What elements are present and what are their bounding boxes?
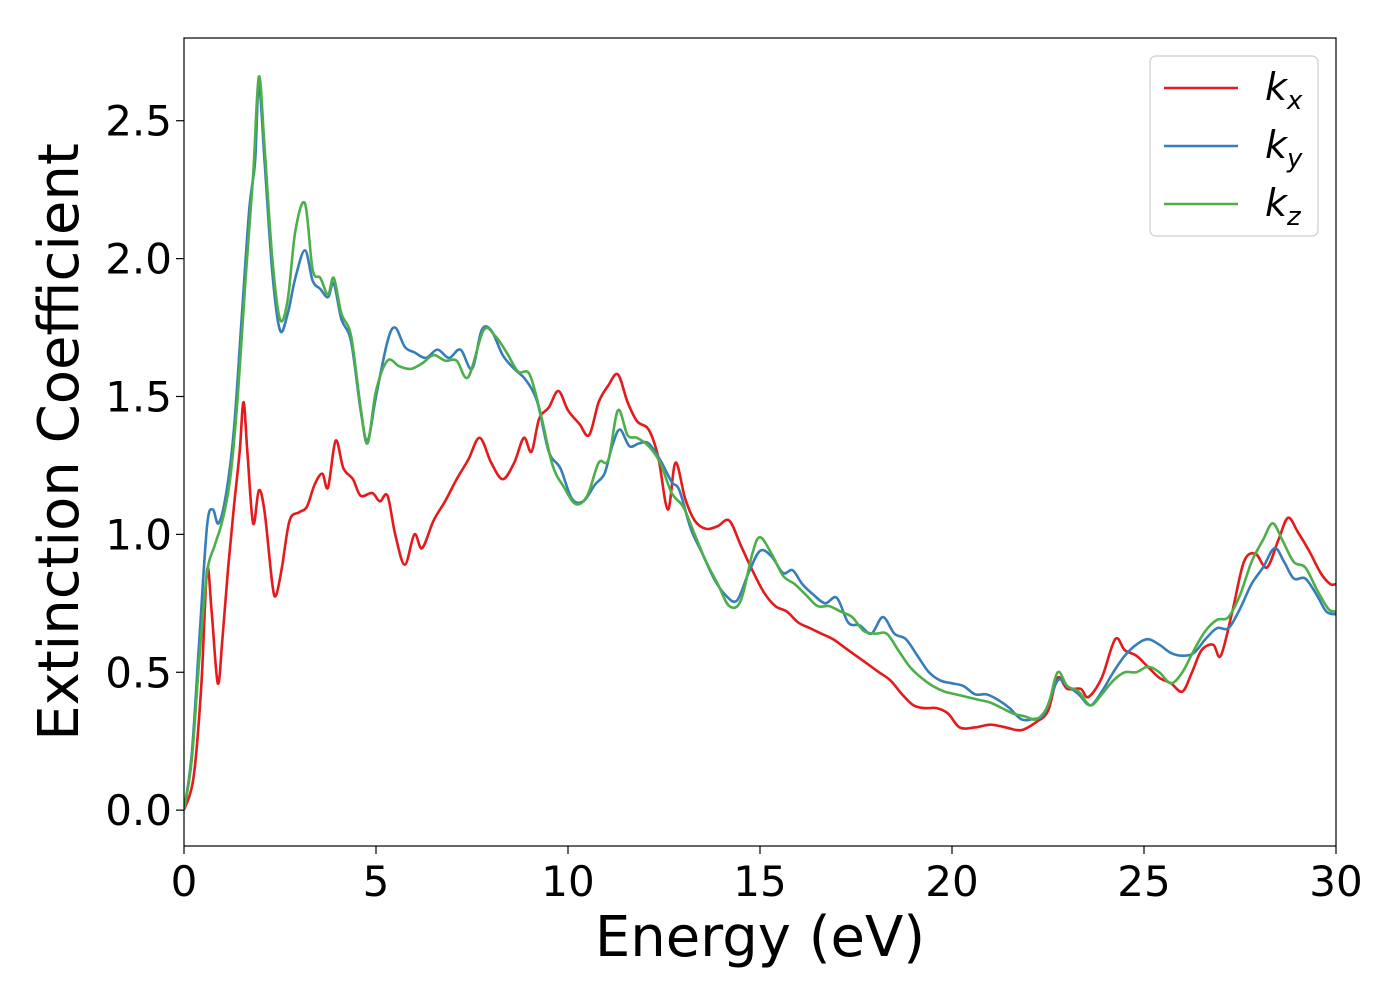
series-line-x [184,372,1336,811]
x-tick-label: 30 [1309,857,1362,906]
x-tick-label: 0 [171,857,198,906]
legend-label-sub: z [1286,202,1302,232]
x-tick-label: 20 [925,857,978,906]
legend-label-main: k [1265,181,1289,225]
y-tick-label: 2.5 [105,97,172,146]
y-tick-label: 0.5 [105,648,172,697]
y-axis-label: Extinction Coefficient [27,143,92,741]
x-tick-label: 10 [541,857,594,906]
legend-label-z: kz [1265,181,1302,232]
x-tick-label: 25 [1117,857,1170,906]
legend-label-y: ky [1265,123,1303,174]
x-tick-label: 15 [733,857,786,906]
legend-label-sub: x [1286,86,1303,116]
legend-label-x: kx [1265,65,1303,116]
series-layer [184,75,1336,811]
y-tick-label: 1.0 [105,510,172,559]
x-axis-label: Energy (eV) [595,905,925,970]
x-axis: 0 5 10 15 20 25 30 [171,846,1363,906]
y-tick-label: 2.0 [105,235,172,284]
x-tick-label: 5 [363,857,390,906]
y-tick-label: 0.0 [105,786,172,835]
legend-label-sub: y [1286,144,1303,174]
y-tick-label: 1.5 [105,372,172,421]
series-line-z [184,75,1336,811]
legend-label-main: k [1265,65,1289,109]
y-axis: 0.0 0.5 1.0 1.5 2.0 2.5 [105,97,184,835]
legend-label-main: k [1265,123,1289,167]
